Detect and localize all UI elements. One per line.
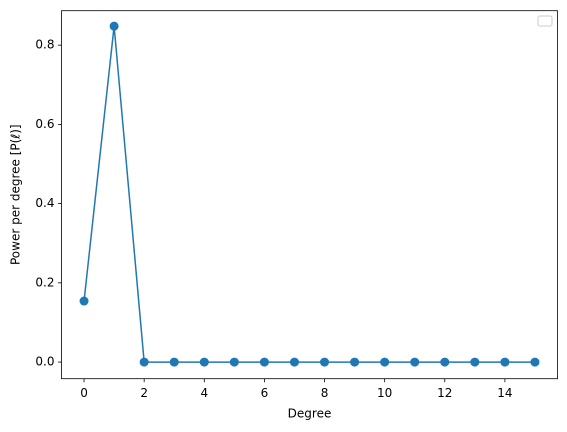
point <box>79 296 89 306</box>
plot-frame <box>61 10 558 380</box>
x-tick-label: 4 <box>200 386 208 400</box>
point <box>350 357 360 367</box>
x-axis-label: Degree <box>288 407 332 421</box>
series-line <box>83 26 535 363</box>
point <box>470 357 480 367</box>
y-tick-label: 0.8 <box>35 38 54 52</box>
y-tick-label: 0.0 <box>35 355 54 369</box>
x-tick-label: 0 <box>80 386 88 400</box>
y-axis-label: Power per degree [P(ℓ)] <box>9 124 23 265</box>
y-tick-label: 0.4 <box>35 196 54 210</box>
x-tick-label: 12 <box>437 386 452 400</box>
point <box>440 357 450 367</box>
point <box>199 357 209 367</box>
y-tick-label: 0.2 <box>35 275 54 289</box>
point <box>530 357 540 367</box>
y-tick-label: 0.6 <box>35 117 54 131</box>
point <box>109 21 119 31</box>
x-tick-label: 2 <box>140 386 148 400</box>
point <box>289 357 299 367</box>
point <box>169 357 179 367</box>
point <box>320 357 330 367</box>
point <box>380 357 390 367</box>
legend-box <box>537 15 553 27</box>
x-tick-label: 6 <box>261 386 269 400</box>
point <box>229 357 239 367</box>
x-tick-label: 10 <box>377 386 392 400</box>
point <box>410 357 420 367</box>
x-tick-label: 8 <box>321 386 329 400</box>
point <box>139 357 149 367</box>
point <box>259 357 269 367</box>
point <box>500 357 510 367</box>
x-tick-label: 14 <box>497 386 512 400</box>
